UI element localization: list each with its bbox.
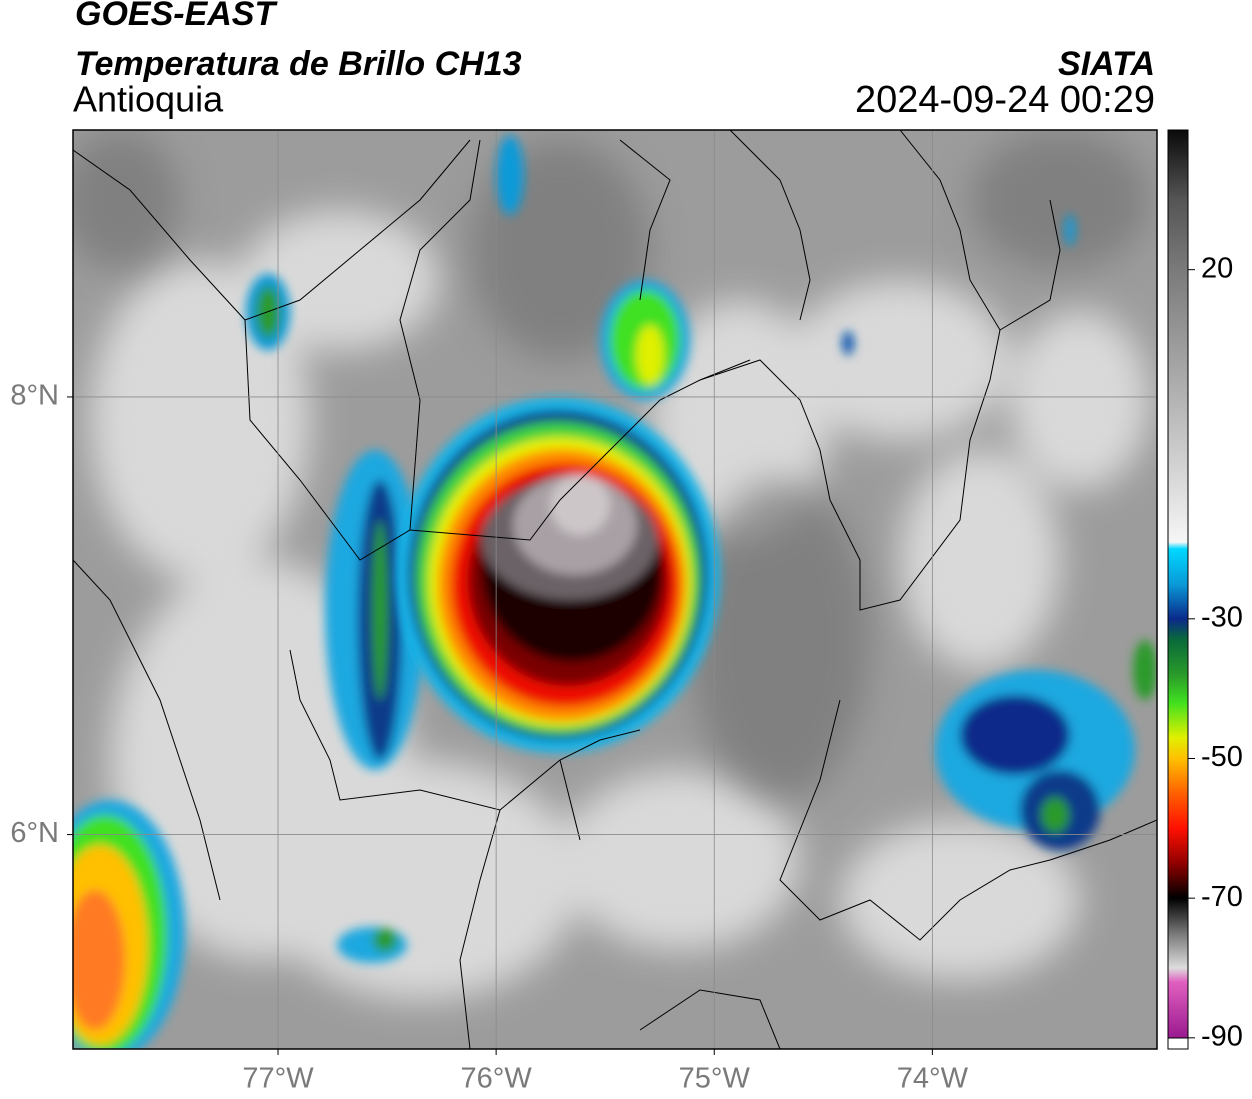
y-tick-label: 8°N [10, 380, 59, 412]
colorbar-extension [1167, 1037, 1189, 1050]
colorbar-tick-label: -70 [1201, 881, 1243, 913]
x-tick-label: 76°W [461, 1063, 533, 1095]
map-frame [72, 129, 1158, 1050]
subtitle: Temperatura de Brillo CH13 [75, 45, 522, 83]
y-tick-label: 6°N [10, 817, 59, 849]
title: GOES-EAST [75, 0, 278, 33]
x-tick-label: 74°W [897, 1063, 969, 1095]
colorbar-tick-label: -90 [1201, 1020, 1243, 1052]
satellite-image [73, 130, 1157, 1049]
source: SIATA [1058, 45, 1155, 83]
datetime: 2024-09-24 00:29 [855, 79, 1155, 121]
region: Antioquia [73, 79, 224, 120]
colorbar-tick-label: 20 [1201, 252, 1233, 284]
colorbar-tick-label: -30 [1201, 601, 1243, 633]
x-tick-label: 75°W [679, 1063, 751, 1095]
colorbar-tick-label: -50 [1201, 741, 1243, 773]
x-tick-label: 77°W [242, 1063, 314, 1095]
colorbar [1167, 129, 1189, 1039]
